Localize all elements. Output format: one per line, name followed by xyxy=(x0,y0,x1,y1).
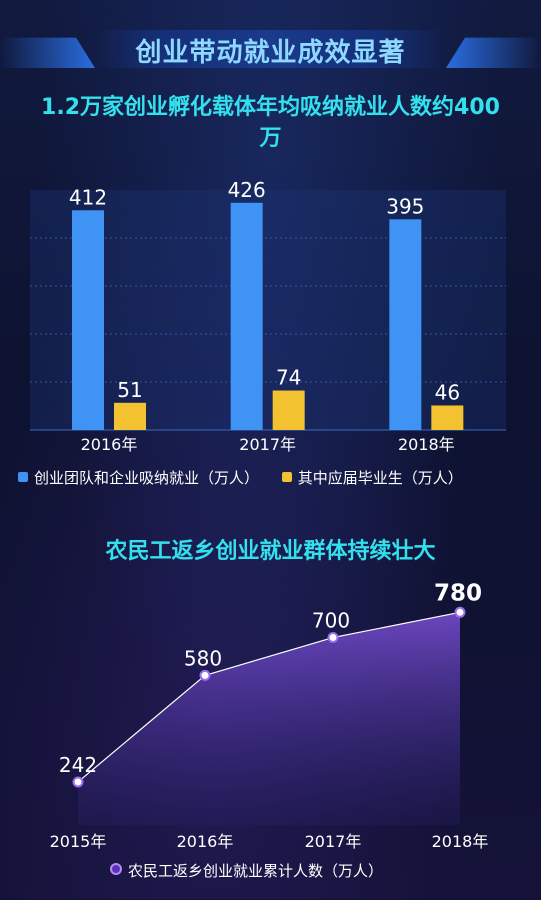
point-value-label: 580 xyxy=(184,646,222,670)
bar-value-label: 46 xyxy=(435,380,460,404)
banner-wing-left xyxy=(0,37,95,68)
section1-title: 1.2万家创业孵化载体年均吸纳就业人数约400万 xyxy=(41,95,500,151)
point-value-label: 700 xyxy=(312,609,350,633)
section2-title: 农民工返乡创业就业群体持续壮大 xyxy=(105,539,436,564)
bar-graduates-2018年 xyxy=(431,405,464,430)
banner: 创业带动就业成效显著 xyxy=(0,26,541,72)
x-tick-label: 2015年 xyxy=(50,832,107,851)
bar-chart: 412 51 426 74 395 46 2016年 2017年 2018年 xyxy=(30,178,506,454)
bar-value-label: 51 xyxy=(117,378,142,402)
bar-total-2017年 xyxy=(230,202,263,430)
bar-value-label: 412 xyxy=(69,185,107,209)
point-value-label: 780 xyxy=(434,580,482,606)
banner-title: 创业带动就业成效显著 xyxy=(135,38,406,68)
legend-label-yellow: 其中应届毕业生（万人） xyxy=(297,469,463,487)
bar-value-label: 395 xyxy=(386,194,424,218)
x-tick-label: 2017年 xyxy=(239,435,296,454)
data-point xyxy=(199,669,211,681)
legend-dot-purple xyxy=(110,863,122,875)
bar-legend: 创业团队和企业吸纳就业（万人） 其中应届毕业生（万人） xyxy=(18,467,463,488)
bar-value-label: 426 xyxy=(228,178,266,202)
bar-total-2018年 xyxy=(389,219,422,430)
legend-label-blue: 创业团队和企业吸纳就业（万人） xyxy=(34,469,260,487)
legend-label-purple: 农民工返乡创业就业累计人数（万人） xyxy=(128,862,384,880)
x-tick-label: 2017年 xyxy=(305,832,362,851)
data-point xyxy=(454,606,466,618)
x-tick-label: 2018年 xyxy=(432,832,489,851)
point-value-label: 242 xyxy=(59,753,97,777)
data-point xyxy=(72,776,84,788)
x-tick-label: 2018年 xyxy=(398,435,455,454)
area-fill xyxy=(78,612,460,825)
bar-graduates-2017年 xyxy=(272,390,305,430)
data-point xyxy=(327,632,339,644)
x-tick-label: 2016年 xyxy=(177,832,234,851)
banner-wing-right xyxy=(446,37,541,68)
bar-value-label: 74 xyxy=(276,366,301,390)
legend-swatch-yellow xyxy=(281,472,292,482)
banner-bar xyxy=(95,30,445,68)
area-chart: 242 580 700 780 2015年 2016年 2017年 2018年 xyxy=(50,580,489,851)
legend-item-blue: 创业团队和企业吸纳就业（万人） xyxy=(18,469,264,487)
x-tick-label: 2016年 xyxy=(81,435,138,454)
legend-swatch-blue xyxy=(18,472,28,482)
legend-item-yellow: 其中应届毕业生（万人） xyxy=(281,469,463,487)
bar-total-2016年 xyxy=(72,210,104,430)
series-line xyxy=(77,611,461,783)
area-legend: 农民工返乡创业就业累计人数（万人） xyxy=(110,860,383,881)
bar-graduates-2016年 xyxy=(114,402,146,430)
bar-chart-panel xyxy=(30,190,506,430)
